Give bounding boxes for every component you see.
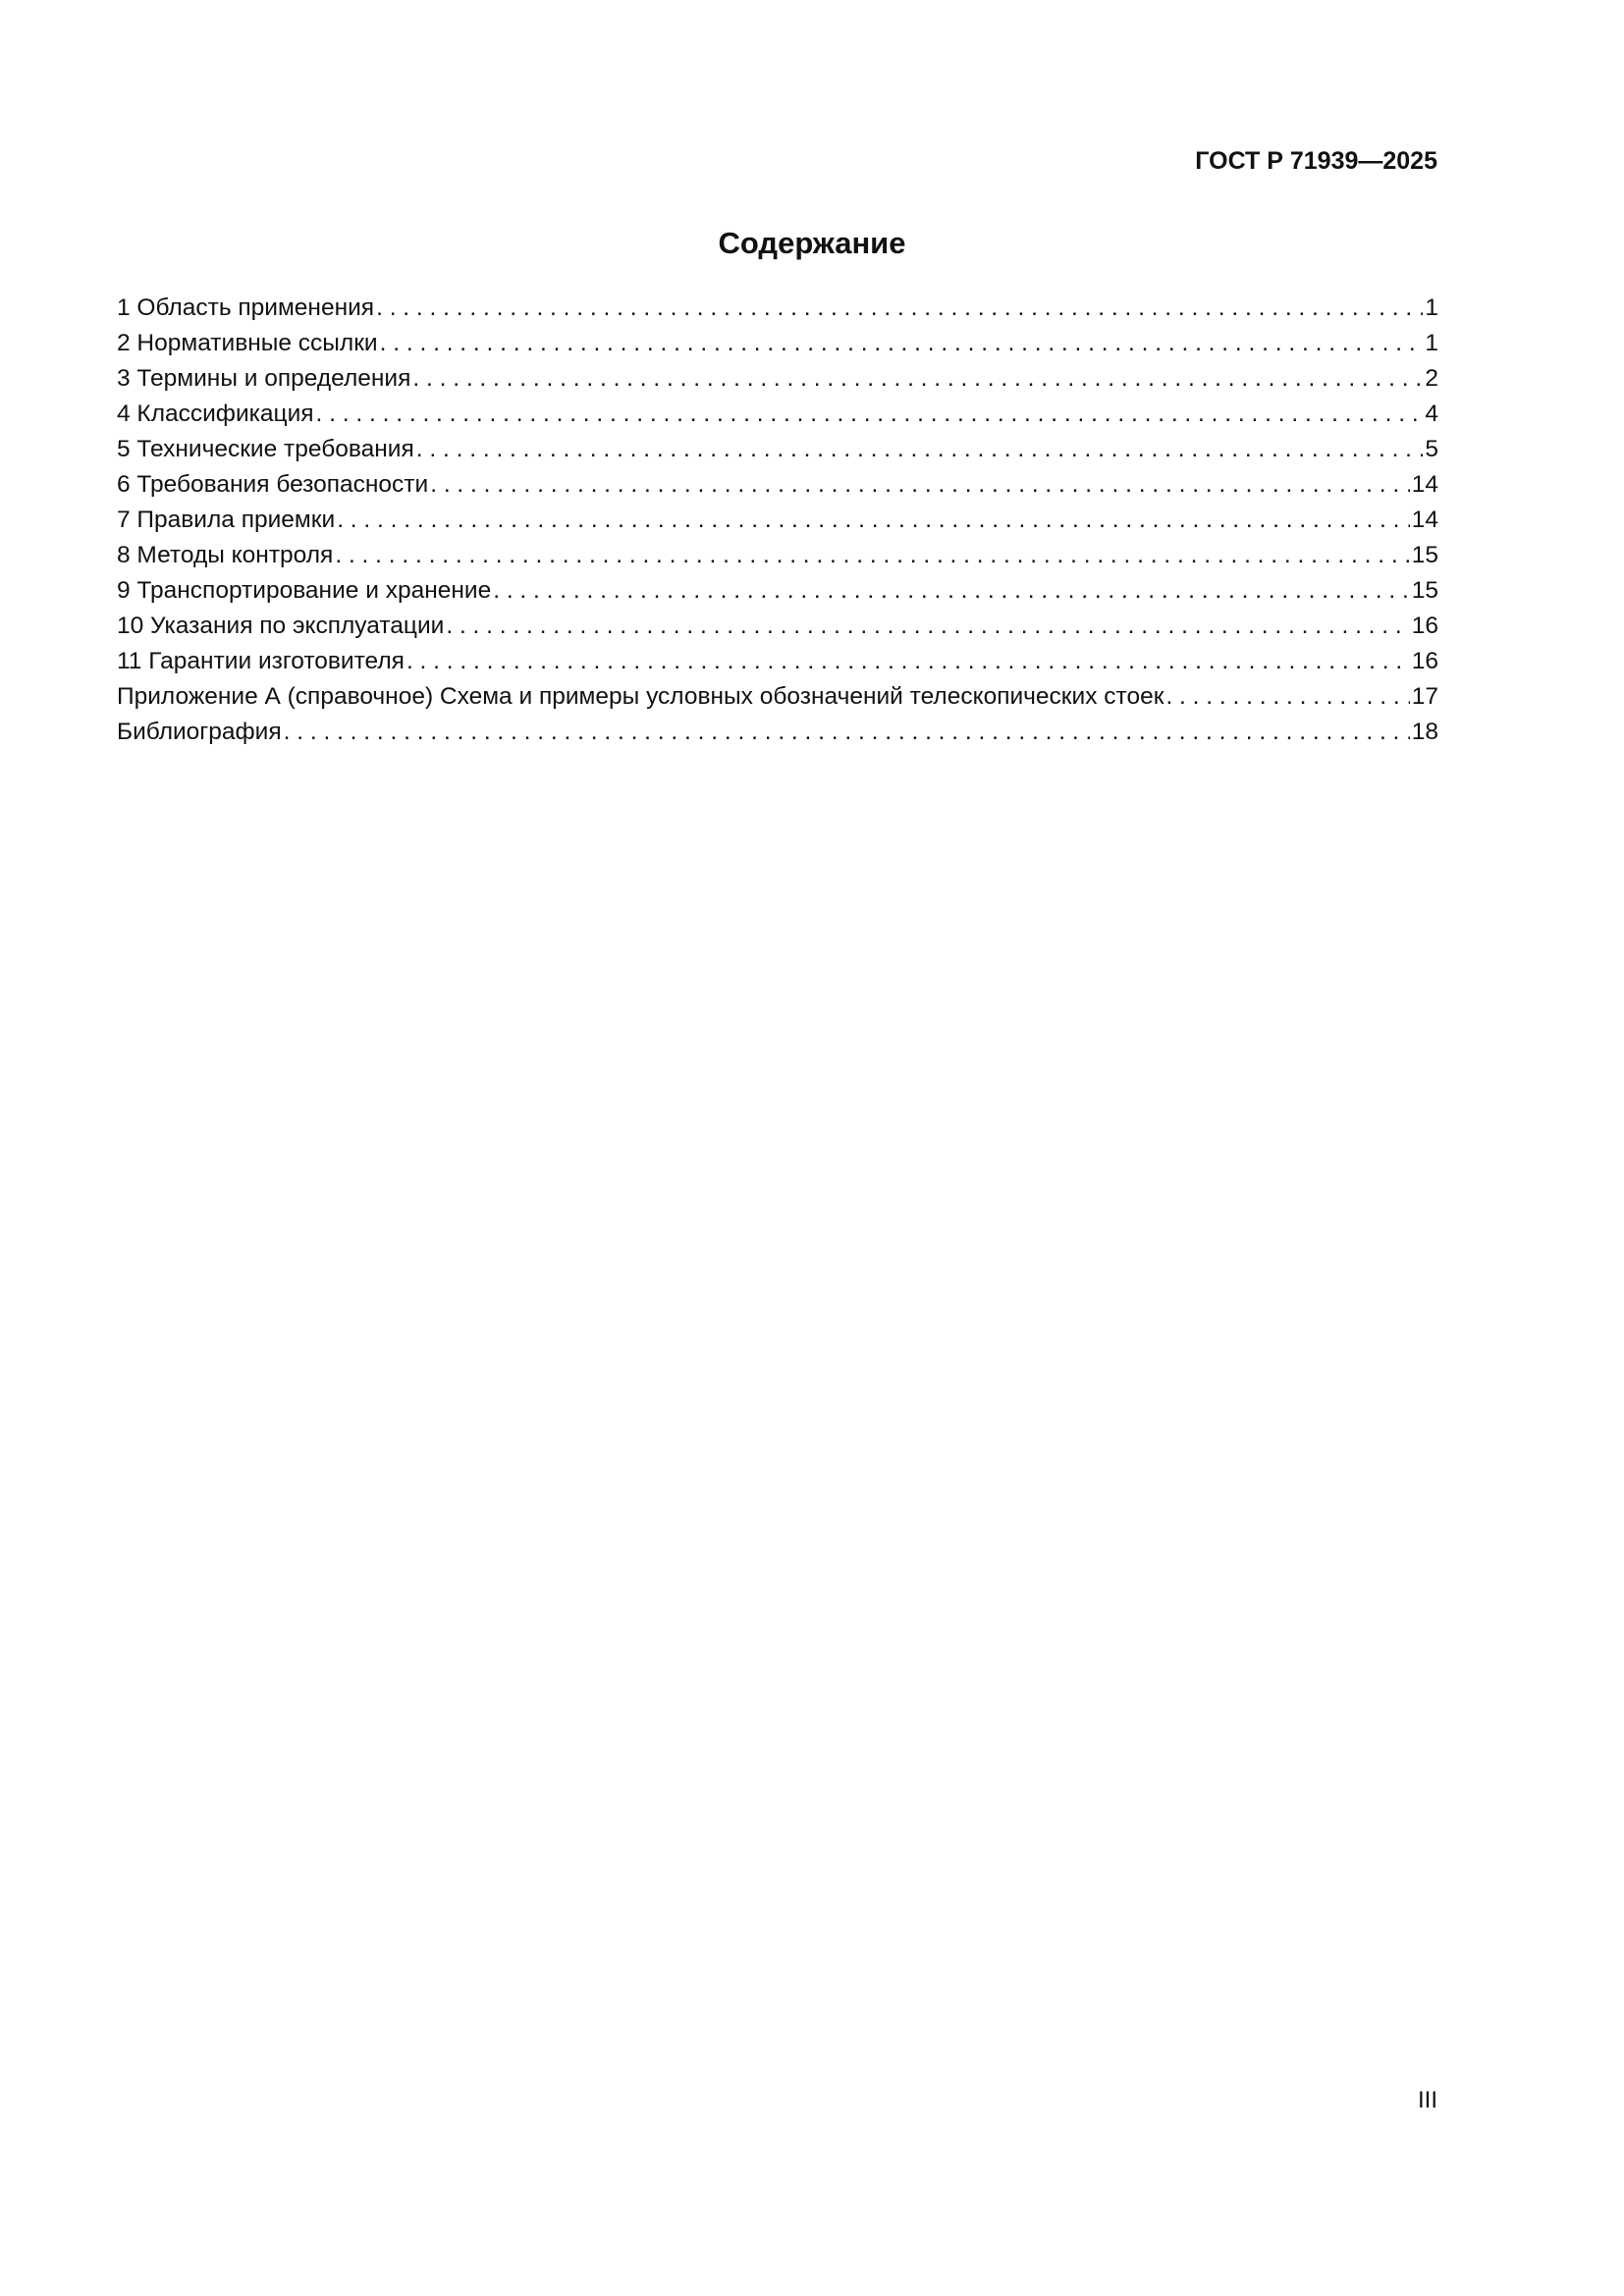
toc-entry[interactable]: 4 Классификация 4 [117, 397, 1438, 432]
toc-entry[interactable]: 10 Указания по эксплуатации 16 [117, 609, 1438, 644]
table-of-contents: 1 Область применения 1 2 Нормативные ссыл… [117, 291, 1438, 750]
toc-entry-label: 4 Классификация [117, 400, 314, 427]
toc-entry[interactable]: 3 Термины и определения 2 [117, 361, 1438, 397]
toc-entry-page: 16 [1411, 613, 1438, 639]
toc-entry-page: 15 [1411, 542, 1438, 568]
dot-leader [376, 291, 1423, 326]
toc-entry[interactable]: 1 Область применения 1 [117, 291, 1438, 326]
toc-entry-label: 6 Требования безопасности [117, 471, 429, 498]
toc-entry-page: 2 [1425, 365, 1438, 392]
dot-leader [335, 538, 1409, 573]
dot-leader [380, 326, 1424, 361]
dot-leader [406, 644, 1410, 679]
dot-leader [412, 361, 1423, 397]
toc-entry-page: 17 [1411, 683, 1438, 710]
toc-entry-page: 18 [1411, 719, 1438, 745]
page-number: III [1417, 2087, 1437, 2113]
toc-entry[interactable]: 6 Требования безопасности 14 [117, 467, 1438, 503]
document-code: ГОСТ Р 71939—2025 [1195, 147, 1437, 175]
toc-entry-page: 14 [1411, 507, 1438, 533]
dot-leader [416, 432, 1424, 467]
toc-entry[interactable]: 5 Технические требования 5 [117, 432, 1438, 467]
toc-entry-page: 1 [1425, 294, 1438, 321]
toc-entry[interactable]: 8 Методы контроля 15 [117, 538, 1438, 573]
toc-entry-label: 3 Термины и определения [117, 365, 411, 392]
toc-entry[interactable]: 2 Нормативные ссылки 1 [117, 326, 1438, 361]
dot-leader [337, 503, 1410, 538]
toc-title: Содержание [718, 226, 906, 260]
dot-leader [316, 397, 1424, 432]
toc-entry-label: Приложение А (справочное) Схема и пример… [117, 683, 1164, 710]
toc-entry-page: 15 [1411, 577, 1438, 604]
toc-entry-label: 8 Методы контроля [117, 542, 334, 568]
toc-entry-page: 1 [1425, 330, 1438, 356]
toc-entry[interactable]: 11 Гарантии изготовителя 16 [117, 644, 1438, 679]
toc-entry[interactable]: 7 Правила приемки 14 [117, 503, 1438, 538]
toc-entry-label: 5 Технические требования [117, 436, 414, 462]
toc-entry-page: 16 [1411, 648, 1438, 674]
dot-leader [446, 609, 1409, 644]
toc-entry-label: 7 Правила приемки [117, 507, 336, 533]
toc-entry-label: 1 Область применения [117, 294, 375, 321]
toc-entry-page: 5 [1425, 436, 1438, 462]
toc-entry-label: 11 Гарантии изготовителя [117, 648, 405, 674]
dot-leader [430, 467, 1410, 503]
toc-entry[interactable]: Приложение А (справочное) Схема и пример… [117, 679, 1438, 715]
toc-entry[interactable]: Библиография 18 [117, 715, 1438, 750]
dot-leader [493, 573, 1410, 609]
toc-entry-page: 4 [1425, 400, 1438, 427]
toc-entry-label: Библиография [117, 719, 282, 745]
dot-leader [1165, 679, 1409, 715]
toc-entry-label: 10 Указания по эксплуатации [117, 613, 445, 639]
toc-entry[interactable]: 9 Транспортирование и хранение 15 [117, 573, 1438, 609]
toc-entry-page: 14 [1411, 471, 1438, 498]
toc-entry-label: 2 Нормативные ссылки [117, 330, 378, 356]
dot-leader [284, 715, 1410, 750]
toc-entry-label: 9 Транспортирование и хранение [117, 577, 492, 604]
